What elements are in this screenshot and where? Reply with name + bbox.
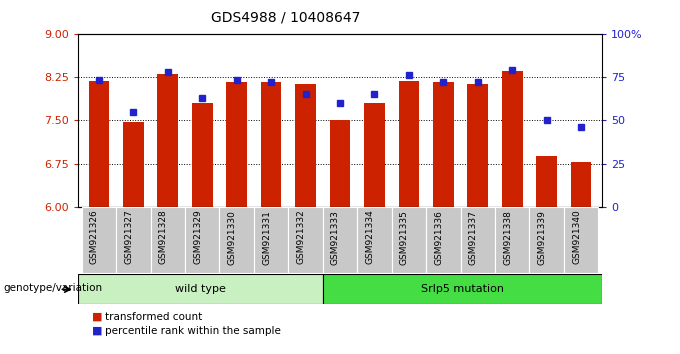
Bar xyxy=(502,71,522,207)
Text: GSM921333: GSM921333 xyxy=(331,210,340,264)
Text: ■: ■ xyxy=(92,312,102,322)
Text: GSM921340: GSM921340 xyxy=(572,210,581,264)
Text: GSM921326: GSM921326 xyxy=(90,210,99,264)
Bar xyxy=(116,207,150,273)
Text: GSM921339: GSM921339 xyxy=(538,210,547,264)
Bar xyxy=(295,84,316,207)
Text: GSM921338: GSM921338 xyxy=(503,210,512,264)
Bar xyxy=(564,207,598,273)
Bar xyxy=(460,207,495,273)
Text: GSM921329: GSM921329 xyxy=(193,210,202,264)
Text: GSM921337: GSM921337 xyxy=(469,210,478,264)
Bar xyxy=(78,274,322,304)
Bar xyxy=(260,82,282,207)
Bar xyxy=(322,274,602,304)
Bar xyxy=(123,122,143,207)
Bar xyxy=(537,156,557,207)
Text: wild type: wild type xyxy=(175,284,226,295)
Bar xyxy=(433,82,454,207)
Bar xyxy=(192,103,213,207)
Text: ■: ■ xyxy=(92,326,102,336)
Text: Srlp5 mutation: Srlp5 mutation xyxy=(421,284,504,295)
Text: GSM921331: GSM921331 xyxy=(262,210,271,264)
Text: GSM921335: GSM921335 xyxy=(400,210,409,264)
Text: transformed count: transformed count xyxy=(105,312,203,322)
Text: GSM921328: GSM921328 xyxy=(158,210,168,264)
Bar xyxy=(150,207,185,273)
Text: GSM921330: GSM921330 xyxy=(228,210,237,264)
Text: genotype/variation: genotype/variation xyxy=(3,282,103,293)
Bar xyxy=(571,162,592,207)
Bar xyxy=(220,207,254,273)
Bar xyxy=(185,207,220,273)
Bar xyxy=(288,207,323,273)
Text: GSM921334: GSM921334 xyxy=(365,210,375,264)
Bar xyxy=(467,84,488,207)
Text: GSM921332: GSM921332 xyxy=(296,210,305,264)
Bar xyxy=(158,74,178,207)
Bar xyxy=(323,207,357,273)
Bar xyxy=(530,207,564,273)
Text: GSM921327: GSM921327 xyxy=(124,210,133,264)
Bar xyxy=(82,207,116,273)
Bar xyxy=(364,103,385,207)
Bar xyxy=(495,207,530,273)
Text: GSM921336: GSM921336 xyxy=(435,210,443,264)
Text: percentile rank within the sample: percentile rank within the sample xyxy=(105,326,282,336)
Bar xyxy=(226,82,247,207)
Text: GDS4988 / 10408647: GDS4988 / 10408647 xyxy=(211,11,360,25)
Bar xyxy=(254,207,288,273)
Bar xyxy=(398,81,420,207)
Bar xyxy=(330,120,350,207)
Bar xyxy=(357,207,392,273)
Bar xyxy=(392,207,426,273)
Bar xyxy=(88,81,109,207)
Bar xyxy=(426,207,460,273)
